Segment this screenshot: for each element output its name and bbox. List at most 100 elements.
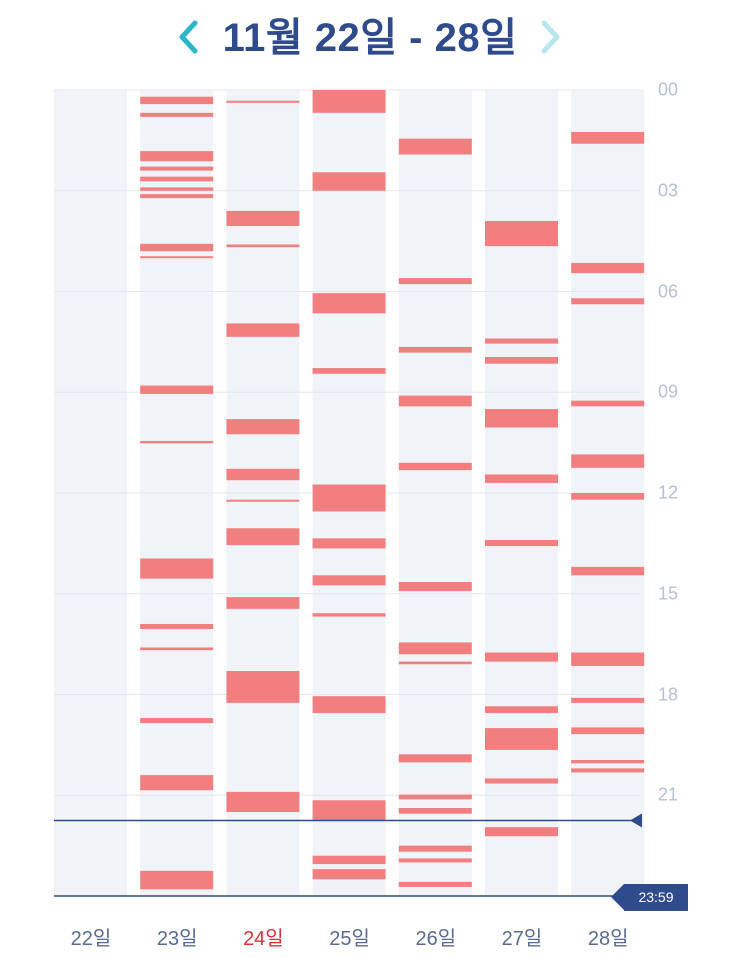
activity-segment [485, 728, 558, 750]
week-header: 11월 22일 - 28일 [0, 0, 743, 80]
activity-segment [312, 869, 386, 880]
activity-segment [571, 298, 645, 305]
activity-segment [140, 194, 214, 199]
activity-segment [312, 293, 386, 314]
activity-segment [398, 395, 472, 407]
activity-segment [485, 474, 558, 483]
activity-segment [312, 368, 386, 374]
activity-segment [140, 151, 214, 162]
activity-segment [485, 540, 558, 547]
activity-segment [312, 855, 386, 865]
activity-segment [398, 346, 472, 353]
hour-label: 00 [658, 79, 679, 100]
activity-segment [312, 484, 386, 512]
current-time-pointer [630, 813, 642, 828]
activity-segment [226, 528, 300, 546]
activity-segment [140, 176, 214, 182]
hour-label: 15 [658, 583, 679, 604]
activity-segment [398, 808, 472, 814]
activity-segment [398, 278, 472, 285]
activity-segment [485, 778, 558, 784]
activity-segment [226, 468, 300, 481]
hour-label: 03 [658, 180, 679, 201]
activity-segment [398, 858, 472, 863]
activity-segment [226, 323, 300, 337]
day-label-4[interactable]: 26일 [415, 928, 457, 950]
week-title: 11월 22일 - 28일 [222, 16, 518, 60]
activity-segment [140, 440, 214, 444]
activity-segment [312, 575, 386, 586]
activity-segment [312, 538, 386, 549]
activity-segment [140, 112, 214, 117]
activity-segment [226, 670, 300, 703]
activity-segment [312, 90, 386, 113]
activity-segment [398, 845, 472, 852]
chevron-left-icon [179, 20, 198, 54]
activity-segment [571, 262, 645, 274]
activity-segment [398, 642, 472, 655]
activity-segment [571, 697, 645, 703]
activity-segment [571, 566, 645, 576]
hour-label: 09 [658, 381, 679, 402]
prev-week-button[interactable] [171, 14, 205, 60]
activity-segment [485, 652, 558, 662]
activity-segment [140, 647, 214, 651]
hour-label: 21 [658, 784, 679, 805]
activity-segment [140, 166, 214, 171]
activity-segment [312, 172, 386, 191]
day-label-5[interactable]: 27일 [501, 928, 543, 950]
activity-segment [226, 499, 300, 502]
activity-segment [312, 800, 386, 821]
activity-segment [571, 768, 645, 773]
activity-segment [571, 652, 645, 666]
hour-label: 18 [658, 684, 679, 704]
activity-segment [398, 138, 472, 155]
activity-segment [485, 706, 558, 713]
activity-segment [571, 493, 645, 500]
chevron-right-icon [541, 20, 560, 54]
hour-label: 12 [658, 482, 679, 503]
activity-segment [226, 597, 300, 609]
activity-segment [140, 187, 214, 191]
day-label-1[interactable]: 23일 [156, 928, 198, 950]
activity-segment [226, 210, 300, 227]
activity-segment [485, 338, 558, 344]
activity-segment [226, 100, 300, 103]
activity-segment [398, 462, 472, 471]
day-label-2[interactable]: 24일 [243, 928, 284, 950]
activity-segment [398, 881, 472, 887]
activity-segment [571, 759, 645, 764]
activity-segment [485, 220, 558, 247]
activity-segment [398, 661, 472, 665]
activity-segment [140, 623, 214, 630]
next-week-button[interactable] [534, 14, 568, 60]
activity-segment [398, 794, 472, 800]
activity-segment [571, 131, 645, 144]
activity-segment [398, 754, 472, 763]
hour-label: 06 [658, 281, 679, 301]
day-label-0[interactable]: 22일 [70, 928, 112, 950]
end-time-tag: 23:59 [611, 884, 688, 911]
activity-segment [140, 243, 214, 252]
day-label-6[interactable]: 28일 [587, 928, 629, 950]
day-label-3[interactable]: 25일 [329, 928, 370, 950]
activity-segment [312, 696, 386, 713]
activity-segment [140, 96, 214, 105]
activity-segment [485, 356, 558, 364]
activity-segment [140, 775, 214, 791]
activity-segment [226, 419, 300, 435]
activity-segment [571, 400, 645, 407]
activity-segment [140, 558, 214, 579]
activity-segment [140, 870, 214, 890]
activity-segment [485, 827, 558, 837]
activity-segment [140, 718, 214, 724]
activity-segment [226, 791, 300, 813]
activity-segment [485, 409, 558, 428]
activity-segment [398, 581, 472, 592]
activity-segment [140, 385, 214, 394]
activity-segment [571, 454, 645, 468]
activity-segment [140, 256, 214, 259]
activity-segment [312, 613, 386, 617]
